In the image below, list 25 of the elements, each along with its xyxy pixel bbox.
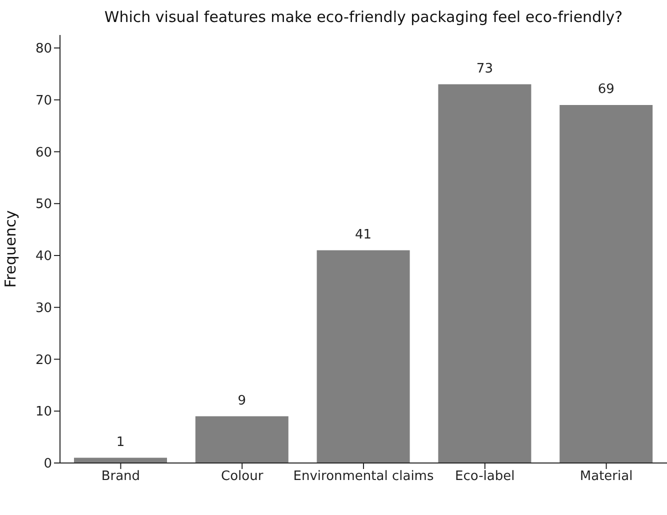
- y-tick-label: 30: [35, 300, 52, 316]
- bar: [560, 105, 653, 463]
- x-tick-label: Material: [580, 469, 633, 484]
- y-tick-label: 20: [35, 352, 52, 368]
- chart-title: Which visual features make eco-friendly packaging feel eco-friendly?: [103, 8, 624, 26]
- x-tick-label: Eco-label: [455, 469, 515, 484]
- y-tick-label: 50: [35, 197, 52, 212]
- data-label: 69: [598, 82, 614, 98]
- x-tick-label: Brand: [101, 469, 140, 484]
- y-tick-label: 0: [44, 456, 52, 472]
- x-tick-label: Environmental claims: [293, 469, 434, 484]
- y-tick-label: 10: [35, 404, 52, 420]
- bar: [195, 416, 288, 463]
- x-tick-label: Colour: [221, 469, 264, 484]
- y-tick-label: 80: [35, 42, 52, 57]
- data-label: 41: [355, 227, 372, 242]
- bar: [316, 250, 410, 463]
- data-label: 9: [238, 393, 246, 408]
- data-label: 73: [476, 61, 493, 76]
- y-tick-label: 40: [35, 249, 52, 264]
- y-tick-label: 70: [35, 93, 52, 108]
- data-label: 1: [116, 434, 125, 450]
- bar: [438, 84, 532, 463]
- y-tick-label: 60: [35, 145, 52, 160]
- y-axis-title: Frequency: [1, 210, 20, 288]
